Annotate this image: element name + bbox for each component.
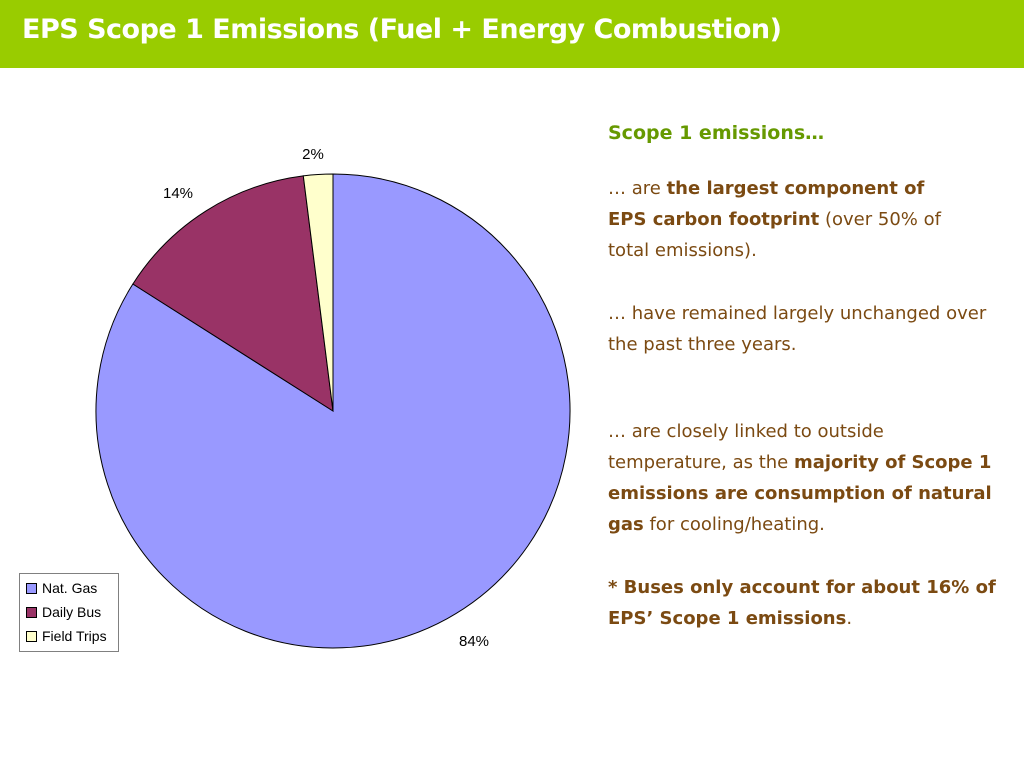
legend-item-field-trips: Field Trips (20, 624, 118, 648)
pie-slice-daily-bus (132, 175, 334, 412)
legend-label: Nat. Gas (42, 580, 98, 596)
title-bar: EPS Scope 1 Emissions (Fuel + Energy Com… (0, 0, 1024, 68)
panel-heading: Scope 1 emissions… (608, 122, 825, 144)
chart-legend: Nat. Gas Daily Bus Field Trips (19, 573, 119, 652)
legend-swatch (26, 606, 37, 618)
legend-label: Daily Bus (42, 604, 102, 620)
pie-data-label: 2% (302, 146, 324, 163)
legend-label: Field Trips (42, 628, 107, 644)
paragraph-largest-component: … are the largest component of EPS carbo… (608, 173, 948, 266)
para-emphasis: the largest component of EPS carbon foot… (608, 178, 925, 230)
paragraph-temperature: … are closely linked to outside temperat… (608, 416, 998, 540)
legend-swatch (26, 630, 37, 642)
pie-slice-field-trips (302, 173, 334, 412)
text-panel: Scope 1 emissions… … are the largest com… (608, 118, 1008, 666)
pie-data-label: 14% (163, 185, 193, 202)
para-text: (over 50% of total emissions). (608, 209, 941, 261)
para-emphasis: * Buses only account for about 16% of EP… (608, 577, 996, 629)
slide-title: EPS Scope 1 Emissions (Fuel + Energy Com… (22, 14, 782, 45)
para-text: . (846, 608, 853, 629)
pie-data-label: 84% (459, 633, 489, 650)
para-emphasis: majority of Scope 1 emissions are consum… (608, 452, 992, 535)
paragraph-buses-note: * Buses only account for about 16% of EP… (608, 572, 998, 634)
pie-chart: 84% 14% 2% (95, 146, 571, 650)
para-text: … are closely linked to outside temperat… (608, 421, 884, 473)
para-text: … have remained largely unchanged over t… (608, 303, 987, 355)
legend-swatch (26, 582, 37, 594)
legend-item-daily-bus: Daily Bus (20, 600, 118, 624)
paragraph-unchanged: … have remained largely unchanged over t… (608, 298, 988, 360)
para-text: for cooling/heating. (643, 514, 825, 535)
para-text: … are (608, 178, 667, 199)
legend-item-nat-gas: Nat. Gas (20, 576, 118, 600)
